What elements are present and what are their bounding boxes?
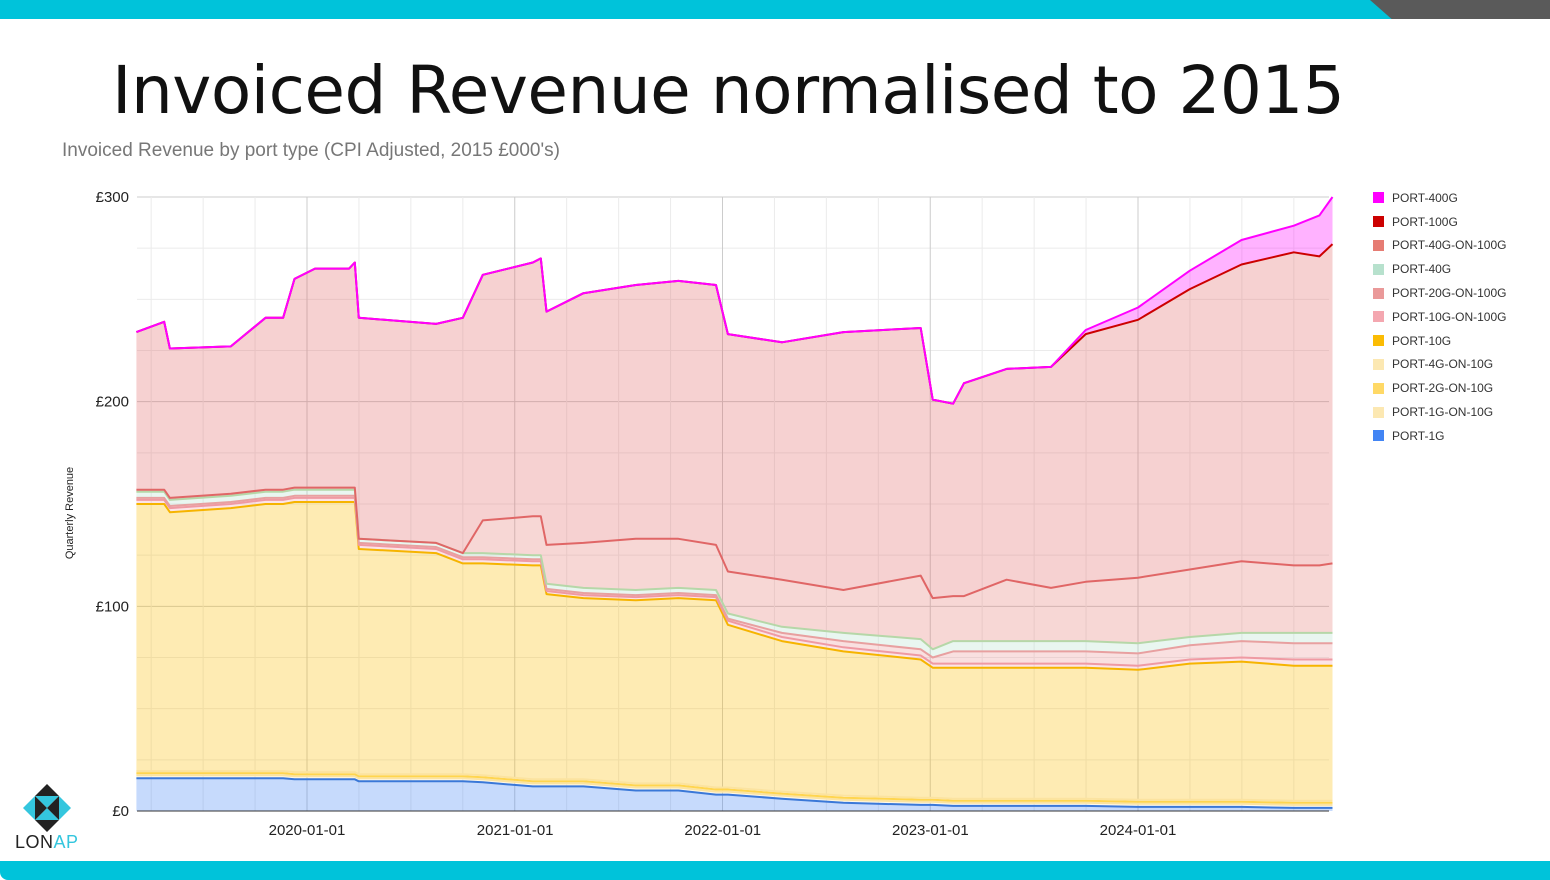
legend-item: PORT-20G-ON-100G: [1373, 281, 1506, 305]
y-tick-label: £200: [96, 394, 129, 411]
legend-item: PORT-10G: [1373, 329, 1506, 353]
legend-swatch: [1373, 216, 1384, 228]
line-port-40g: [136, 488, 1333, 651]
x-tick-label: 2024-01-01: [1100, 822, 1177, 839]
legend-item: PORT-1G-ON-10G: [1373, 400, 1506, 424]
lonap-logo-icon: [23, 784, 71, 832]
y-tick-label: £300: [96, 189, 129, 206]
slide-title: Invoiced Revenue normalised to 2015: [112, 52, 1345, 129]
x-tick-label: 2020-01-01: [269, 822, 346, 839]
legend-label: PORT-40G-ON-100G: [1392, 238, 1507, 253]
legend-item: PORT-2G-ON-10G: [1373, 376, 1506, 400]
line-port-40g-on-100g: [136, 486, 1333, 600]
axes: £0 £100 £200 £300 2020-01-01 2021-01-01 2022-0…: [96, 189, 1329, 839]
legend-item: PORT-10G-ON-100G: [1373, 305, 1506, 329]
line-port-1g-on-10g: [136, 774, 1333, 806]
line-port-1g: [136, 777, 1333, 809]
legend-label: PORT-1G-ON-10G: [1392, 405, 1494, 420]
legend-swatch: [1373, 287, 1384, 299]
x-tick-label: 2022-01-01: [684, 822, 761, 839]
legend-label: PORT-20G-ON-100G: [1392, 286, 1507, 301]
legend-swatch: [1373, 192, 1384, 204]
legend-item: PORT-400G: [1373, 186, 1506, 210]
y-tick-label: £100: [96, 598, 129, 615]
legend-swatch: [1373, 382, 1384, 394]
area-port-10g: [136, 502, 1333, 801]
legend-swatch: [1373, 239, 1384, 251]
legend-swatch: [1373, 263, 1384, 275]
legend-item: PORT-40G-ON-100G: [1373, 234, 1506, 258]
legend-swatch: [1373, 406, 1384, 418]
legend-item: PORT-40G: [1373, 257, 1506, 281]
area-port-40g-on-100g: [136, 487, 1333, 650]
chart-legend: PORT-400G PORT-100G PORT-40G-ON-100G PORT-4…: [1373, 186, 1506, 448]
bottom-accent-bar: [0, 861, 1550, 880]
legend-item: PORT-4G-ON-10G: [1373, 353, 1506, 377]
legend-swatch: [1373, 430, 1384, 442]
x-tick-label: 2023-01-01: [892, 822, 969, 839]
legend-label: PORT-10G: [1392, 333, 1452, 348]
legend-item: PORT-1G: [1373, 424, 1506, 448]
logo-text-lon: LON: [15, 832, 54, 852]
line-port-10g: [136, 501, 1333, 671]
y-axis-label: Quarterly Revenue: [64, 467, 76, 559]
line-port-10g-on-100g: [136, 496, 1333, 667]
line-port-20g-on-100g: [136, 494, 1333, 659]
y-tick-label: £0: [112, 803, 129, 820]
legend-swatch: [1373, 358, 1384, 370]
legend-label: PORT-10G-ON-100G: [1392, 309, 1507, 324]
legend-label: PORT-40G: [1392, 262, 1452, 277]
logo-text-ap: AP: [53, 832, 79, 852]
legend-swatch: [1373, 311, 1384, 323]
legend-label: PORT-100G: [1392, 214, 1458, 229]
chart-subtitle: Invoiced Revenue by port type (CPI Adjus…: [62, 140, 560, 161]
x-tick-label: 2021-01-01: [477, 822, 554, 839]
top-accent-bar: [0, 0, 1550, 19]
legend-label: PORT-2G-ON-10G: [1392, 381, 1494, 396]
legend-label: PORT-1G: [1392, 428, 1445, 443]
top-corner-decoration: [1370, 0, 1550, 19]
area-port-20g-on-100g: [136, 495, 1333, 666]
area-port-100g: [136, 244, 1333, 599]
line-port-4g-on-10g: [136, 770, 1333, 802]
legend-label: PORT-4G-ON-10G: [1392, 357, 1494, 372]
legend-item: PORT-100G: [1373, 210, 1506, 234]
line-port-400g: [136, 196, 1334, 405]
area-port-1g: [136, 778, 1333, 811]
series-lines: [136, 196, 1334, 809]
line-port-2g-on-10g: [136, 772, 1333, 804]
gridlines: [137, 196, 1329, 812]
area-port-40g: [136, 489, 1333, 658]
legend-label: PORT-400G: [1392, 190, 1458, 205]
area-layers: [136, 197, 1333, 811]
legend-swatch: [1373, 335, 1384, 347]
logo-text: LONAP: [15, 832, 79, 853]
